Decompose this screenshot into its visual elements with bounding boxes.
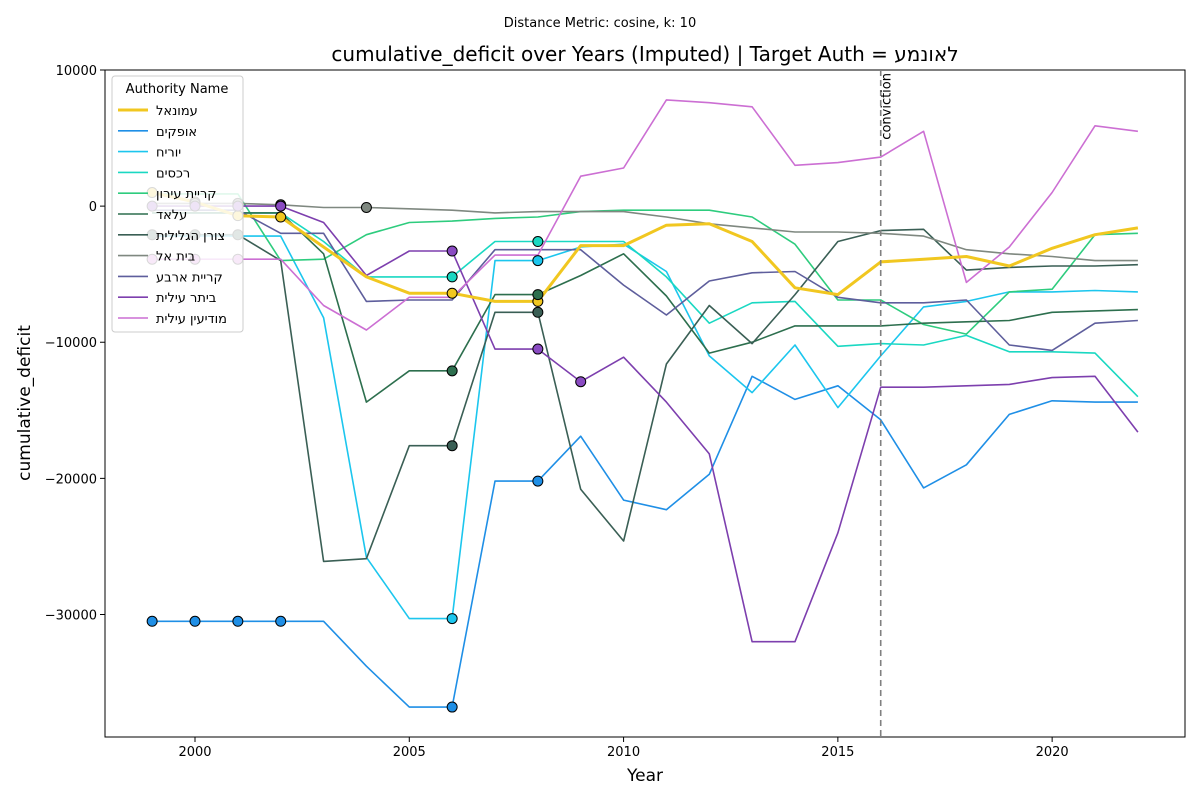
plot-frame bbox=[104, 69, 1186, 738]
data-point-marker bbox=[146, 615, 158, 627]
legend-label: עלאד bbox=[156, 208, 187, 223]
series-line bbox=[152, 202, 1138, 262]
data-point-marker bbox=[189, 615, 201, 627]
legend-label: ביתר עילית bbox=[156, 291, 216, 306]
data-point-marker bbox=[446, 365, 458, 377]
data-point-marker bbox=[532, 236, 544, 248]
legend-label: קריית ארבע bbox=[156, 270, 223, 285]
data-point-marker bbox=[532, 289, 544, 301]
legend-label: בית אל bbox=[156, 250, 195, 265]
series-line bbox=[152, 205, 1139, 643]
legend: Authority Name עמונאל אופקים יוריח רכסים קרי… bbox=[111, 75, 244, 333]
x-tick-label: 2000 bbox=[178, 745, 211, 760]
data-point-marker bbox=[275, 211, 287, 223]
y-tick-label: −30000 bbox=[45, 608, 97, 623]
data-point-marker bbox=[532, 306, 544, 318]
series-line bbox=[151, 191, 1139, 303]
legend-label: יוריח bbox=[156, 146, 181, 161]
x-tick-label: 2005 bbox=[393, 745, 426, 760]
data-point-marker bbox=[446, 245, 458, 257]
chart-suptitle: Distance Metric: cosine, k: 10 bbox=[504, 16, 696, 31]
y-axis-label: cumulative_deficit bbox=[15, 325, 35, 481]
y-tick-label: 10000 bbox=[56, 64, 97, 79]
legend-box bbox=[111, 75, 244, 333]
series-group bbox=[146, 70, 1139, 737]
conviction-label: conviction bbox=[880, 73, 895, 140]
series-line bbox=[152, 228, 1138, 563]
legend-label: עמונאל bbox=[156, 104, 198, 119]
series-line bbox=[152, 212, 1139, 398]
y-tick-label: −10000 bbox=[45, 336, 97, 351]
series-line bbox=[152, 212, 1138, 403]
legend-label: אופקים bbox=[156, 125, 197, 140]
chart-title: cumulative_deficit over Years (Imputed) … bbox=[331, 42, 958, 66]
legend-label: קריית עירון bbox=[156, 187, 217, 202]
data-point-marker bbox=[532, 255, 544, 267]
data-point-marker bbox=[575, 376, 587, 388]
legend-label: רכסים bbox=[156, 166, 190, 181]
series-line bbox=[152, 99, 1139, 331]
data-point-marker bbox=[232, 615, 244, 627]
y-tick-label: 0 bbox=[89, 200, 97, 215]
legend-label: צורן הגלילית bbox=[156, 229, 225, 244]
x-axis-label: Year bbox=[626, 766, 663, 786]
series-line bbox=[152, 235, 1138, 620]
data-point-marker bbox=[360, 201, 372, 213]
x-tick-label: 2020 bbox=[1036, 745, 1069, 760]
data-point-marker bbox=[446, 271, 458, 283]
series-line bbox=[152, 193, 1138, 335]
series-line bbox=[152, 375, 1138, 708]
data-point-marker bbox=[446, 287, 458, 299]
legend-label: מודיעין עילית bbox=[156, 312, 227, 327]
data-point-marker bbox=[446, 440, 458, 452]
x-tick-label: 2010 bbox=[607, 745, 640, 760]
data-point-marker bbox=[446, 613, 458, 625]
series-line bbox=[152, 209, 1138, 352]
data-point-marker bbox=[532, 475, 544, 487]
legend-title: Authority Name bbox=[126, 82, 229, 97]
y-tick-label: −20000 bbox=[45, 472, 97, 487]
data-point-marker bbox=[532, 343, 544, 355]
data-point-marker bbox=[275, 615, 287, 627]
x-tick-label: 2015 bbox=[821, 745, 854, 760]
data-point-marker bbox=[275, 200, 287, 212]
data-point-marker bbox=[446, 701, 458, 713]
